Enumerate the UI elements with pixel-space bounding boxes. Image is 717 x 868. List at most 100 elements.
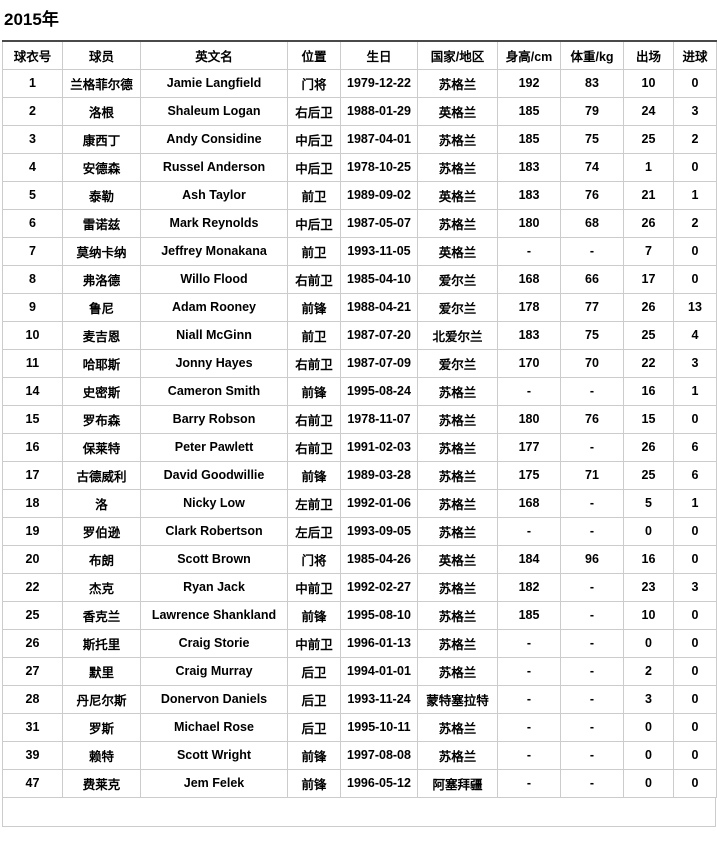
position-cell: 门将 [287, 544, 341, 574]
goals-cell: 0 [673, 236, 717, 266]
height-cell: 183 [497, 152, 561, 182]
appearances-cell: 26 [623, 208, 674, 238]
shirt-number-cell: 6 [2, 208, 63, 238]
height-cell: 183 [497, 180, 561, 210]
player-name-cell: 费莱克 [62, 768, 141, 798]
appearances-cell: 7 [623, 236, 674, 266]
appearances-cell: 21 [623, 180, 674, 210]
position-cell: 前锋 [287, 740, 341, 770]
player-name-cell: 斯托里 [62, 628, 141, 658]
position-cell: 前锋 [287, 376, 341, 406]
country-cell: 爱尔兰 [417, 264, 498, 294]
weight-cell: 76 [560, 180, 624, 210]
shirt-number-cell: 39 [2, 740, 63, 770]
country-cell: 苏格兰 [417, 432, 498, 462]
table-row: 8 弗洛德 Willo Flood 右前卫 1985-04-10 爱尔兰 168 66 17 0 [2, 264, 717, 294]
shirt-number-cell: 19 [2, 516, 63, 546]
country-cell: 苏格兰 [417, 208, 498, 238]
goals-cell: 3 [673, 96, 717, 126]
player-name-cell: 罗伯逊 [62, 516, 141, 546]
country-cell: 爱尔兰 [417, 348, 498, 378]
english-name-cell: Nicky Low [140, 488, 288, 518]
table-row: 26 斯托里 Craig Storie 中前卫 1996-01-13 苏格兰 - -0 0 [2, 628, 717, 658]
appearances-cell: 26 [623, 292, 674, 322]
english-name-cell: Ash Taylor [140, 180, 288, 210]
weight-cell: - [560, 712, 624, 742]
shirt-number-cell: 17 [2, 460, 63, 490]
table-row: 6 雷诺兹 Mark Reynolds 中后卫 1987-05-07 苏格兰 180 68 26… [2, 208, 717, 238]
birthday-cell: 1993-11-24 [340, 684, 418, 714]
goals-cell: 0 [673, 544, 717, 574]
table-row: 18 洛 Nicky Low 左前卫 1992-01-06 苏格兰 168-5 1 [2, 488, 717, 518]
table-row: 3 康西丁 Andy Considine 中后卫 1987-04-01 苏格兰 185 75 2… [2, 124, 717, 154]
goals-cell: 1 [673, 180, 717, 210]
appearances-cell: 16 [623, 544, 674, 574]
appearances-cell: 3 [623, 684, 674, 714]
appearances-cell: 22 [623, 348, 674, 378]
weight-cell: 83 [560, 68, 624, 98]
appearances-cell: 25 [623, 460, 674, 490]
shirt-number-cell: 9 [2, 292, 63, 322]
english-name-cell: Jonny Hayes [140, 348, 288, 378]
english-name-cell: Lawrence Shankland [140, 600, 288, 630]
weight-cell: - [560, 628, 624, 658]
appearances-cell: 0 [623, 516, 674, 546]
birthday-cell: 1988-01-29 [340, 96, 418, 126]
position-cell: 后卫 [287, 684, 341, 714]
goals-cell: 1 [673, 376, 717, 406]
table-row: 9 鲁尼 Adam Rooney 前锋 1988-04-21 爱尔兰 178 77 26 13 [2, 292, 717, 322]
birthday-cell: 1996-05-12 [340, 768, 418, 798]
player-name-cell: 鲁尼 [62, 292, 141, 322]
birthday-cell: 1985-04-26 [340, 544, 418, 574]
shirt-number-cell: 27 [2, 656, 63, 686]
goals-cell: 0 [673, 684, 717, 714]
birthday-cell: 1978-10-25 [340, 152, 418, 182]
country-cell: 英格兰 [417, 236, 498, 266]
english-name-cell: Jamie Langfield [140, 68, 288, 98]
goals-cell: 3 [673, 572, 717, 602]
player-name-cell: 史密斯 [62, 376, 141, 406]
weight-cell: 79 [560, 96, 624, 126]
column-header-birthday: 生日 [340, 40, 418, 70]
birthday-cell: 1987-05-07 [340, 208, 418, 238]
shirt-number-cell: 10 [2, 320, 63, 350]
position-cell: 左后卫 [287, 516, 341, 546]
table-row: 7 莫纳卡纳 Jeffrey Monakana 前卫 1993-11-05 英格兰 - -7 0 [2, 236, 717, 266]
country-cell: 苏格兰 [417, 460, 498, 490]
weight-cell: - [560, 684, 624, 714]
position-cell: 中前卫 [287, 628, 341, 658]
english-name-cell: Scott Wright [140, 740, 288, 770]
english-name-cell: Michael Rose [140, 712, 288, 742]
table-row: 15 罗布森 Barry Robson 右前卫 1978-11-07 苏格兰 180 76 15… [2, 404, 717, 434]
table-row: 20 布朗 Scott Brown 门将 1985-04-26 英格兰 184 96 16 0 [2, 544, 717, 574]
english-name-cell: Scott Brown [140, 544, 288, 574]
appearances-cell: 0 [623, 628, 674, 658]
shirt-number-cell: 8 [2, 264, 63, 294]
shirt-number-cell: 11 [2, 348, 63, 378]
player-name-cell: 杰克 [62, 572, 141, 602]
birthday-cell: 1988-04-21 [340, 292, 418, 322]
position-cell: 前锋 [287, 600, 341, 630]
player-name-cell: 雷诺兹 [62, 208, 141, 238]
appearances-cell: 5 [623, 488, 674, 518]
player-name-cell: 赖特 [62, 740, 141, 770]
weight-cell: - [560, 600, 624, 630]
height-cell: 192 [497, 68, 561, 98]
shirt-number-cell: 3 [2, 124, 63, 154]
page-title: 2015年 [4, 10, 59, 29]
country-cell: 苏格兰 [417, 152, 498, 182]
height-cell: - [497, 516, 561, 546]
shirt-number-cell: 16 [2, 432, 63, 462]
position-cell: 右前卫 [287, 432, 341, 462]
country-cell: 蒙特塞拉特 [417, 684, 498, 714]
position-cell: 中后卫 [287, 208, 341, 238]
player-name-cell: 洛 [62, 488, 141, 518]
header-row: 球衣号 球员 英文名 位置 生日 国家/地区 身高/cm 体重/kg 出场 进球 [2, 40, 717, 70]
position-cell: 前锋 [287, 292, 341, 322]
shirt-number-cell: 7 [2, 236, 63, 266]
weight-cell: 75 [560, 124, 624, 154]
player-name-cell: 罗布森 [62, 404, 141, 434]
height-cell: 182 [497, 572, 561, 602]
english-name-cell: Adam Rooney [140, 292, 288, 322]
height-cell: 180 [497, 404, 561, 434]
